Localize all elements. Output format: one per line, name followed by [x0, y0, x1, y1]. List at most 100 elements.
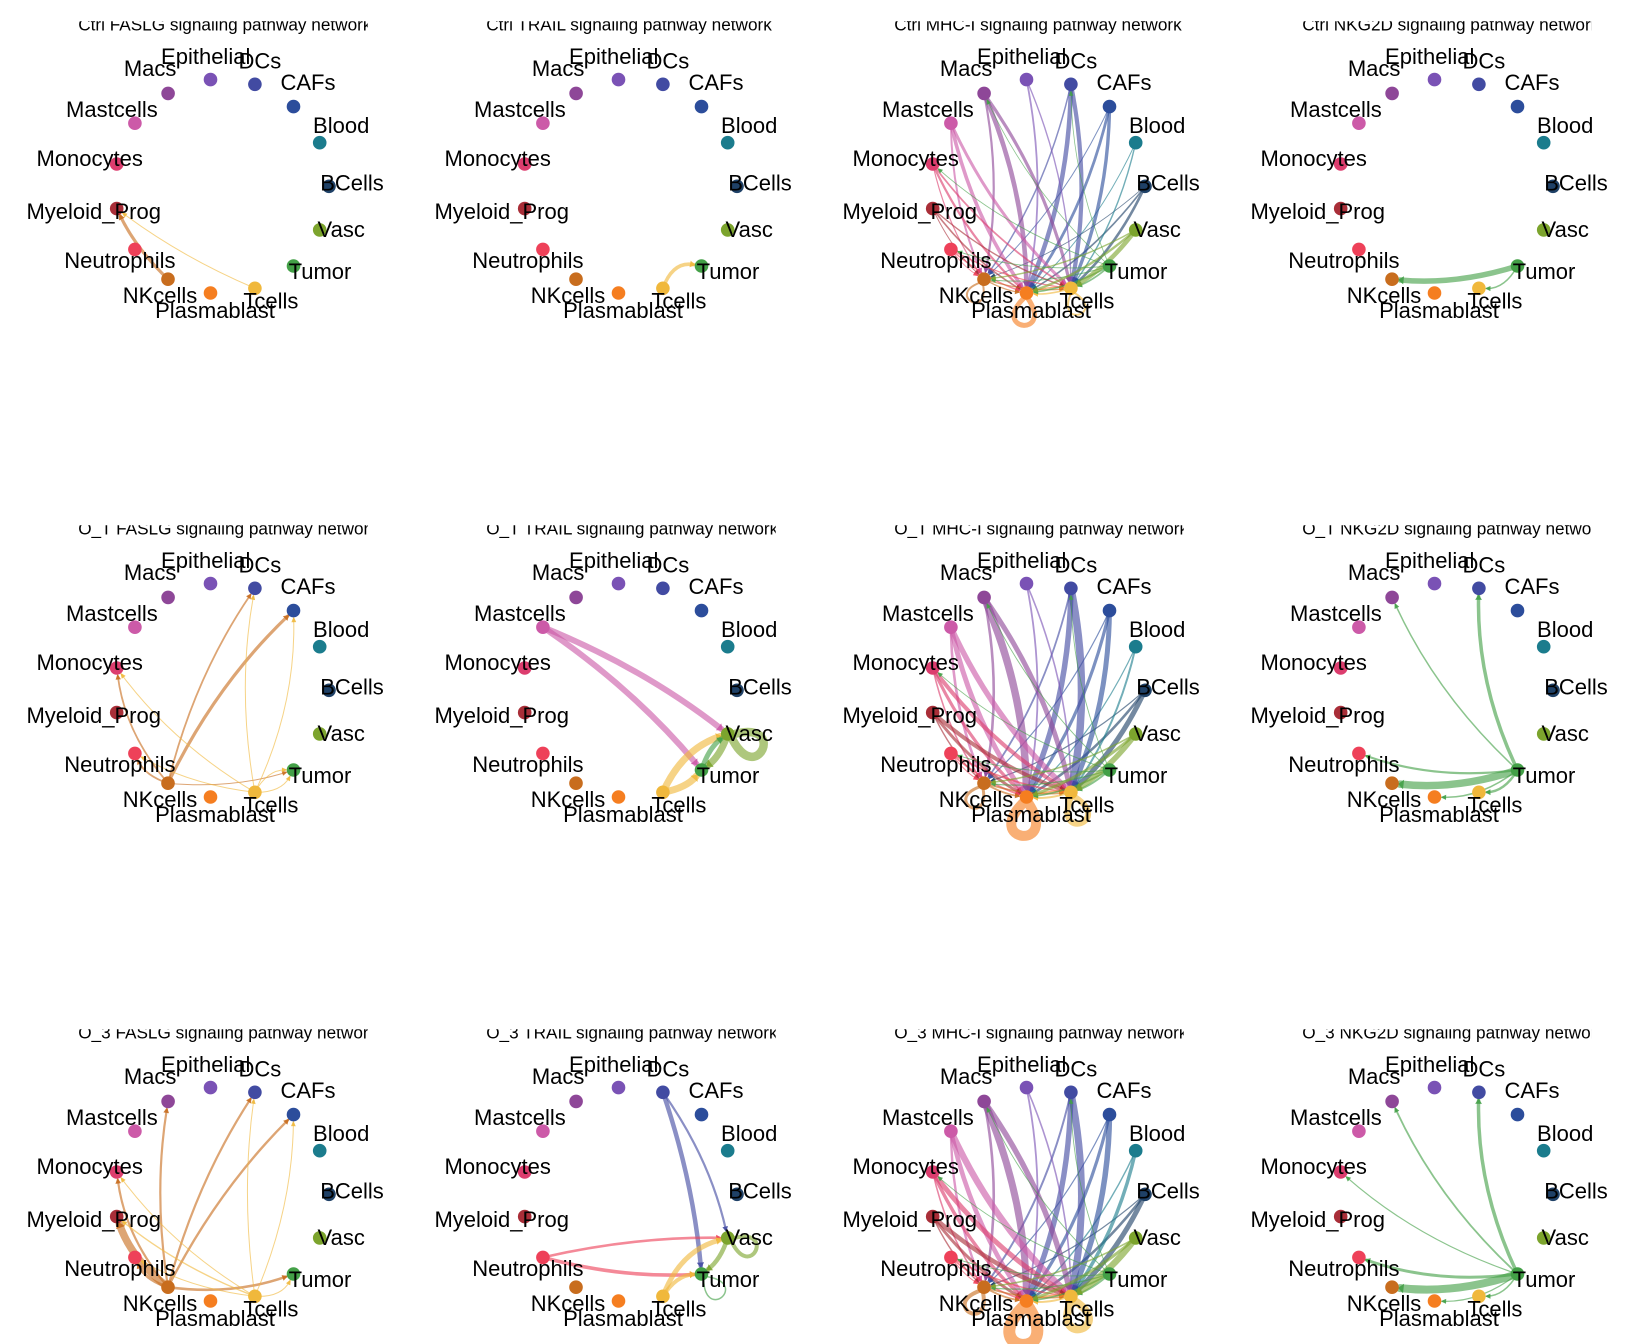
svg-text:Macs: Macs — [940, 1064, 993, 1089]
svg-text:Vasc: Vasc — [1134, 217, 1181, 242]
svg-text:Monocytes: Monocytes — [37, 1154, 143, 1179]
svg-text:CAFs: CAFs — [1505, 1078, 1560, 1103]
svg-text:Monocytes: Monocytes — [1261, 146, 1367, 171]
svg-text:Blood: Blood — [313, 617, 369, 642]
svg-text:DCs: DCs — [1055, 552, 1098, 577]
svg-text:O_T MHC-I signaling pathway ne: O_T MHC-I signaling pathway network — [894, 518, 1188, 538]
svg-text:Monocytes: Monocytes — [853, 650, 959, 675]
svg-text:Plasmablast: Plasmablast — [971, 298, 1091, 323]
svg-text:Tumor: Tumor — [1513, 1267, 1576, 1292]
svg-text:Vasc: Vasc — [1542, 721, 1589, 746]
svg-text:Tcells: Tcells — [1059, 288, 1114, 313]
svg-text:BCells: BCells — [1136, 1178, 1200, 1203]
svg-text:Plasmablast: Plasmablast — [155, 802, 275, 827]
svg-text:Mastcells: Mastcells — [66, 97, 158, 122]
svg-text:Myeloid_Prog: Myeloid_Prog — [1250, 703, 1385, 728]
svg-text:Macs: Macs — [532, 1064, 585, 1089]
svg-text:Plasmablast: Plasmablast — [563, 298, 683, 323]
svg-text:NKcells: NKcells — [1347, 1291, 1422, 1316]
svg-text:BCells: BCells — [728, 1178, 792, 1203]
svg-text:BCells: BCells — [320, 1178, 384, 1203]
svg-text:BCells: BCells — [1544, 170, 1608, 195]
svg-text:O_3 TRAIL signaling pathway ne: O_3 TRAIL signaling pathway network — [486, 1022, 778, 1042]
svg-text:NKcells: NKcells — [531, 787, 606, 812]
svg-text:Blood: Blood — [1129, 617, 1185, 642]
svg-text:Ctrl MHC-I signaling pathway n: Ctrl MHC-I signaling pathway network — [894, 14, 1182, 34]
svg-text:Macs: Macs — [1348, 1064, 1401, 1089]
svg-text:Neutrophils: Neutrophils — [64, 248, 175, 273]
svg-text:Ctrl NKG2D signaling pathway n: Ctrl NKG2D signaling pathway network — [1302, 14, 1599, 34]
svg-text:Mastcells: Mastcells — [474, 1105, 566, 1130]
svg-text:Tumor: Tumor — [697, 259, 760, 284]
svg-text:Plasmablast: Plasmablast — [155, 298, 275, 323]
svg-text:BCells: BCells — [320, 170, 384, 195]
svg-text:Tcells: Tcells — [1467, 288, 1522, 313]
svg-text:O_T FASLG signaling pathway ne: O_T FASLG signaling pathway network — [78, 518, 378, 538]
svg-text:Macs: Macs — [124, 56, 177, 81]
svg-text:Neutrophils: Neutrophils — [472, 248, 583, 273]
svg-text:Epithelial: Epithelial — [977, 44, 1066, 69]
svg-text:Mastcells: Mastcells — [1290, 1105, 1382, 1130]
svg-text:Epithelial: Epithelial — [569, 1052, 658, 1077]
svg-text:Tumor: Tumor — [289, 763, 352, 788]
svg-text:NKcells: NKcells — [939, 283, 1014, 308]
svg-text:Tumor: Tumor — [1105, 763, 1168, 788]
svg-text:Myeloid_Prog: Myeloid_Prog — [842, 199, 977, 224]
svg-text:Vasc: Vasc — [318, 1225, 365, 1250]
svg-text:Monocytes: Monocytes — [445, 1154, 551, 1179]
svg-text:NKcells: NKcells — [531, 1291, 606, 1316]
svg-text:Neutrophils: Neutrophils — [1288, 752, 1399, 777]
svg-text:Neutrophils: Neutrophils — [1288, 248, 1399, 273]
svg-text:Monocytes: Monocytes — [853, 146, 959, 171]
svg-text:NKcells: NKcells — [123, 1291, 198, 1316]
svg-text:NKcells: NKcells — [1347, 787, 1422, 812]
svg-text:Tcells: Tcells — [651, 1296, 706, 1321]
svg-text:CAFs: CAFs — [1505, 70, 1560, 95]
svg-text:Tumor: Tumor — [1513, 259, 1576, 284]
svg-text:Myeloid_Prog: Myeloid_Prog — [26, 199, 161, 224]
svg-text:DCs: DCs — [1463, 1056, 1506, 1081]
svg-text:Plasmablast: Plasmablast — [971, 802, 1091, 827]
svg-text:Tcells: Tcells — [243, 1296, 298, 1321]
svg-text:Blood: Blood — [1537, 1121, 1593, 1146]
svg-text:Plasmablast: Plasmablast — [155, 1306, 275, 1331]
svg-text:O_3 FASLG signaling pathway ne: O_3 FASLG signaling pathway network — [78, 1022, 377, 1042]
svg-text:Monocytes: Monocytes — [1261, 650, 1367, 675]
svg-text:Myeloid_Prog: Myeloid_Prog — [434, 199, 569, 224]
svg-text:O_T NKG2D signaling pathway ne: O_T NKG2D signaling pathway network — [1302, 518, 1606, 538]
svg-text:DCs: DCs — [239, 48, 282, 73]
svg-text:Blood: Blood — [1129, 1121, 1185, 1146]
svg-text:Blood: Blood — [313, 1121, 369, 1146]
svg-text:Myeloid_Prog: Myeloid_Prog — [842, 1207, 977, 1232]
svg-text:NKcells: NKcells — [123, 787, 198, 812]
svg-text:Monocytes: Monocytes — [853, 1154, 959, 1179]
svg-text:Mastcells: Mastcells — [1290, 601, 1382, 626]
svg-text:Macs: Macs — [532, 56, 585, 81]
svg-text:Mastcells: Mastcells — [66, 1105, 158, 1130]
svg-text:Vasc: Vasc — [1542, 217, 1589, 242]
svg-text:Epithelial: Epithelial — [161, 548, 250, 573]
svg-text:Vasc: Vasc — [726, 1225, 773, 1250]
svg-text:Tumor: Tumor — [1105, 259, 1168, 284]
svg-text:BCells: BCells — [1544, 1178, 1608, 1203]
svg-text:Epithelial: Epithelial — [1385, 548, 1474, 573]
svg-text:Vasc: Vasc — [1134, 721, 1181, 746]
svg-text:Monocytes: Monocytes — [445, 650, 551, 675]
svg-text:NKcells: NKcells — [939, 787, 1014, 812]
svg-text:Plasmablast: Plasmablast — [1379, 1306, 1499, 1331]
svg-text:Monocytes: Monocytes — [1261, 1154, 1367, 1179]
svg-text:Tcells: Tcells — [243, 792, 298, 817]
svg-text:BCells: BCells — [728, 674, 792, 699]
svg-text:Tumor: Tumor — [697, 763, 760, 788]
svg-text:BCells: BCells — [1544, 674, 1608, 699]
svg-text:Macs: Macs — [1348, 560, 1401, 585]
svg-text:O_T TRAIL signaling pathway ne: O_T TRAIL signaling pathway network — [486, 518, 778, 538]
svg-text:Mastcells: Mastcells — [882, 97, 974, 122]
svg-text:Mastcells: Mastcells — [882, 601, 974, 626]
svg-text:Neutrophils: Neutrophils — [880, 248, 991, 273]
svg-text:Tumor: Tumor — [1105, 1267, 1168, 1292]
svg-text:NKcells: NKcells — [123, 283, 198, 308]
svg-text:CAFs: CAFs — [1097, 574, 1152, 599]
svg-text:Neutrophils: Neutrophils — [64, 752, 175, 777]
svg-text:BCells: BCells — [728, 170, 792, 195]
